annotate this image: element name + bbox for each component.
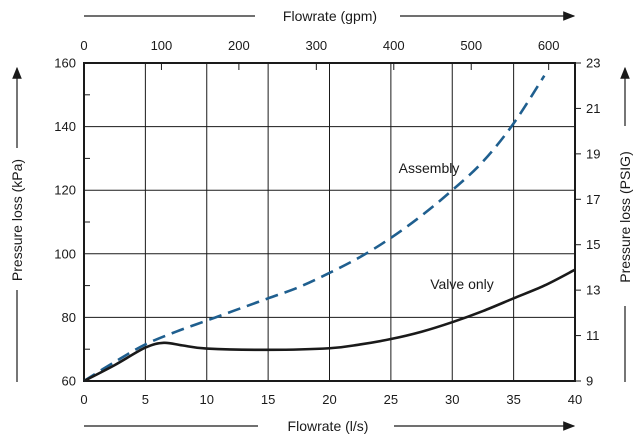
right-y-axis: 9 11 13 15 17 19 21 23 bbox=[575, 56, 600, 389]
left-y-axis-title: Pressure loss (kPa) bbox=[9, 159, 25, 281]
x2-tick-label: 300 bbox=[305, 38, 327, 53]
y2-tick-label: 15 bbox=[586, 237, 600, 252]
assembly-series-label: Assembly bbox=[399, 160, 460, 176]
bottom-x-axis-title: Flowrate (l/s) bbox=[288, 418, 369, 434]
x2-tick-label: 200 bbox=[228, 38, 250, 53]
bottom-x-axis: 0 5 10 15 20 25 30 35 40 bbox=[80, 392, 582, 407]
x-tick-label: 15 bbox=[261, 392, 275, 407]
x-tick-label: 0 bbox=[80, 392, 87, 407]
x-tick-label: 35 bbox=[506, 392, 520, 407]
top-x-axis: 0 100 200 300 400 500 600 bbox=[80, 38, 560, 70]
y2-tick-label: 23 bbox=[586, 56, 600, 71]
right-y-axis-title: Pressure loss (PSIG) bbox=[617, 151, 633, 282]
x2-tick-label: 500 bbox=[460, 38, 482, 53]
x-tick-label: 20 bbox=[322, 392, 336, 407]
valve-only-series-label: Valve only bbox=[430, 276, 494, 292]
x-tick-label: 10 bbox=[200, 392, 214, 407]
grid-lines bbox=[83, 62, 576, 382]
left-y-axis: 60 80 100 120 140 160 bbox=[54, 56, 90, 389]
y-tick-label: 60 bbox=[62, 374, 76, 389]
y2-tick-label: 21 bbox=[586, 101, 600, 116]
y2-tick-label: 19 bbox=[586, 146, 600, 161]
x-tick-label: 25 bbox=[384, 392, 398, 407]
x-tick-label: 30 bbox=[445, 392, 459, 407]
y-tick-label: 100 bbox=[54, 246, 76, 261]
x-tick-label: 5 bbox=[142, 392, 149, 407]
valve-only-series-line bbox=[83, 268, 576, 383]
y-tick-label: 160 bbox=[54, 56, 76, 71]
x2-tick-label: 600 bbox=[538, 38, 560, 53]
y2-tick-label: 11 bbox=[586, 328, 600, 343]
x2-tick-label: 0 bbox=[80, 38, 87, 53]
assembly-series-line bbox=[83, 75, 546, 383]
series-layer bbox=[83, 75, 576, 383]
y-tick-label: 80 bbox=[62, 310, 76, 325]
x2-tick-label: 400 bbox=[383, 38, 405, 53]
x-tick-label: 40 bbox=[568, 392, 582, 407]
x2-tick-label: 100 bbox=[151, 38, 173, 53]
y2-tick-label: 13 bbox=[586, 283, 600, 298]
y-tick-label: 120 bbox=[54, 183, 76, 198]
y2-tick-label: 17 bbox=[586, 192, 600, 207]
y2-tick-label: 9 bbox=[586, 374, 593, 389]
top-x-axis-title: Flowrate (gpm) bbox=[283, 8, 377, 24]
y-tick-label: 140 bbox=[54, 119, 76, 134]
